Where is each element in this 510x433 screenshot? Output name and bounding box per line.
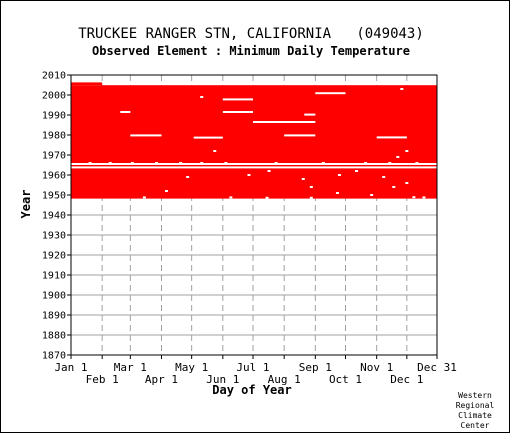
x-tick-label: Apr 1 [145,373,178,386]
x-tick-label: Aug 1 [268,373,301,386]
missing-data-spot [405,182,409,184]
x-tick-label: Jun 1 [206,373,239,386]
data-record-block [71,85,437,199]
missing-data-spot [165,190,169,192]
missing-data-spot [186,176,190,178]
y-tick-label: 1940 [42,211,66,222]
x-tick-label: Dec 31 [417,361,457,374]
y-tick-label: 1980 [42,131,66,142]
missing-data-spot [88,162,92,164]
y-tick-label: 1900 [42,291,66,302]
x-tick-label: Jul 1 [236,361,269,374]
missing-data-spot [274,162,278,164]
missing-data-spot [337,174,341,176]
x-tick-label: Mar 1 [114,361,147,374]
missing-data-spot [370,194,374,196]
missing-data-gap [130,134,162,137]
credit-block: Western Regional Climate Center [456,391,495,430]
y-tick-label: 1870 [42,351,66,362]
missing-data-gap [376,136,407,139]
missing-data-gap [284,134,316,137]
missing-data-spot [388,162,392,164]
credit-line: Western [458,391,492,400]
missing-data-spot [400,88,404,90]
y-tick-label: 1930 [42,231,66,242]
missing-data-spot [229,196,233,199]
missing-data-spot [422,196,426,199]
missing-data-spot [265,196,269,199]
missing-data-spot [301,178,305,180]
missing-data-gap [71,163,437,165]
y-tick-label: 2000 [42,91,66,102]
y-tick-label: 1960 [42,171,66,182]
missing-data-spot [405,150,409,152]
data-record-block [71,82,103,86]
missing-data-spot [321,162,325,164]
missing-data-spot [142,196,146,199]
x-tick-label: May 1 [175,361,208,374]
x-tick-label: Nov 1 [360,361,393,374]
missing-data-spot [224,162,228,164]
x-tick-label: Sep 1 [299,361,332,374]
missing-data-spot [247,174,251,176]
missing-data-spot [108,162,112,164]
y-tick-label: 1910 [42,271,66,282]
missing-data-spot [364,162,368,164]
y-tick-label: 2010 [42,71,66,82]
credit-line: Regional [456,401,495,410]
missing-data-spot [412,196,416,199]
x-axis-label: Day of Year [212,383,291,397]
missing-data-gap [222,98,253,101]
missing-data-spot [200,96,204,98]
plot-area: 2010 2000 1990 1980 1970 1960 1950 1940 1930 1920… [42,71,457,387]
missing-data-gap [315,92,346,95]
chart-subtitle: Observed Element : Minimum Daily Tempera… [92,44,410,58]
y-tick-label: 1990 [42,111,66,122]
missing-data-spot [396,156,400,158]
y-tick-label: 1880 [42,331,66,342]
y-tick-label: 1920 [42,251,66,262]
y-tick-label: 1890 [42,311,66,322]
x-tick-label: Oct 1 [329,373,362,386]
missing-data-gap [222,111,253,113]
missing-data-spot [200,162,204,164]
missing-data-spot [415,162,419,164]
missing-data-spot [154,162,158,164]
missing-data-spot [355,170,359,172]
missing-data-gap [71,166,437,169]
missing-data-spot [392,186,396,188]
missing-data-spot [382,176,386,178]
missing-data-gap [120,111,131,113]
missing-data-spot [130,162,134,164]
x-tick-label: Feb 1 [86,373,119,386]
y-axis-label: Year [19,190,33,219]
missing-data-gap [304,113,316,116]
credit-line: Climate [458,411,492,420]
missing-data-gap [193,136,223,139]
missing-data-spot [335,192,339,194]
x-tick-label: Jan 1 [54,361,87,374]
missing-data-spot [213,150,217,152]
missing-data-spot [309,196,313,199]
x-tick-label: Dec 1 [390,373,423,386]
y-tick-label: 1950 [42,191,66,202]
missing-data-spot [267,170,271,172]
chart-title: TRUCKEE RANGER STN, CALIFORNIA (049043) [78,26,424,42]
missing-data-spot [309,186,313,188]
y-tick-label: 1970 [42,151,66,162]
missing-data-spot [179,162,183,164]
credit-line: Center [461,421,490,430]
missing-data-gap [252,121,316,123]
